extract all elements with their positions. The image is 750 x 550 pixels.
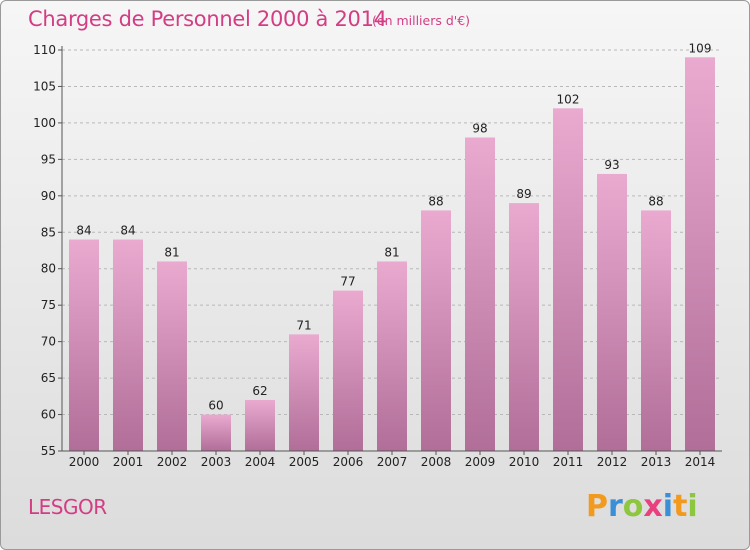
logo-letter: t — [673, 489, 688, 524]
bar — [333, 290, 363, 451]
bars — [69, 57, 715, 452]
bar — [245, 399, 275, 451]
bar-value-label: 84 — [120, 224, 135, 238]
logo-letter: r — [608, 489, 623, 524]
y-tick-label: 110 — [33, 43, 56, 57]
x-tick-label: 2007 — [377, 455, 408, 469]
bar-value-label: 77 — [340, 275, 355, 289]
x-tick-label: 2011 — [553, 455, 584, 469]
x-tick-label: 2014 — [685, 455, 716, 469]
y-tick-label: 70 — [41, 335, 56, 349]
logo-letter: i — [687, 489, 698, 524]
bar-value-label: 62 — [252, 384, 267, 398]
bar-value-label: 88 — [648, 194, 663, 208]
bar-value-label: 71 — [296, 318, 311, 332]
x-tick-label: 2012 — [597, 455, 628, 469]
bar-value-label: 89 — [516, 187, 531, 201]
x-tick-label: 2013 — [641, 455, 672, 469]
x-tick-label: 2010 — [509, 455, 540, 469]
y-tick-label: 65 — [41, 371, 56, 385]
proxiti-logo: Proxiti — [586, 489, 698, 524]
y-tick-label: 80 — [41, 262, 56, 276]
bar — [377, 261, 407, 451]
bar-value-label: 81 — [164, 245, 179, 259]
x-tick-label: 2000 — [69, 455, 100, 469]
y-tick-label: 105 — [33, 79, 56, 93]
y-tick-label: 90 — [41, 189, 56, 203]
bar — [597, 173, 627, 452]
bar — [289, 334, 319, 451]
x-tick-label: 2004 — [245, 455, 276, 469]
logo-letter: i — [662, 489, 674, 524]
bar — [509, 203, 539, 451]
y-tick-label: 100 — [33, 116, 56, 130]
y-tick-label: 95 — [41, 152, 56, 166]
bar-value-label: 88 — [428, 194, 443, 208]
bar-value-label: 81 — [384, 245, 399, 259]
x-tick-label: 2001 — [113, 455, 144, 469]
axes — [58, 46, 722, 455]
bar-value-label: 60 — [208, 399, 223, 413]
y-tick-label: 55 — [41, 444, 56, 458]
bar — [421, 210, 451, 451]
bar — [553, 108, 583, 451]
y-tick-label: 60 — [41, 408, 56, 422]
x-tick-label: 2008 — [421, 455, 452, 469]
bar — [641, 210, 671, 451]
bar — [157, 261, 187, 451]
bar-value-label: 98 — [472, 121, 487, 135]
x-tick-label: 2006 — [333, 455, 364, 469]
bar — [685, 57, 715, 452]
bar — [201, 414, 231, 451]
x-tick-label: 2005 — [289, 455, 320, 469]
bar-value-label: 102 — [557, 92, 580, 106]
commune-name: LESGOR — [28, 495, 107, 519]
chart-title: Charges de Personnel 2000 à 2014 — [28, 7, 387, 31]
x-tick-label: 2002 — [157, 455, 188, 469]
chart-subtitle: (en milliers d'€) — [372, 13, 471, 28]
bar — [69, 239, 99, 451]
x-tick-label: 2009 — [465, 455, 496, 469]
bar — [113, 239, 143, 451]
bar-value-label: 84 — [76, 224, 91, 238]
bar — [465, 137, 495, 451]
logo-letter: P — [586, 489, 608, 524]
logo-letter: x — [643, 489, 663, 524]
labels: 55 60 65 70 75 80 85 90 95 100 105 110 84 2000 84 2001 8… — [33, 41, 715, 469]
logo-letter: o — [622, 489, 644, 524]
y-tick-label: 75 — [41, 298, 56, 312]
y-tick-label: 85 — [41, 225, 56, 239]
bar-value-label: 109 — [689, 41, 712, 55]
bar-value-label: 93 — [604, 158, 619, 172]
x-tick-label: 2003 — [201, 455, 232, 469]
